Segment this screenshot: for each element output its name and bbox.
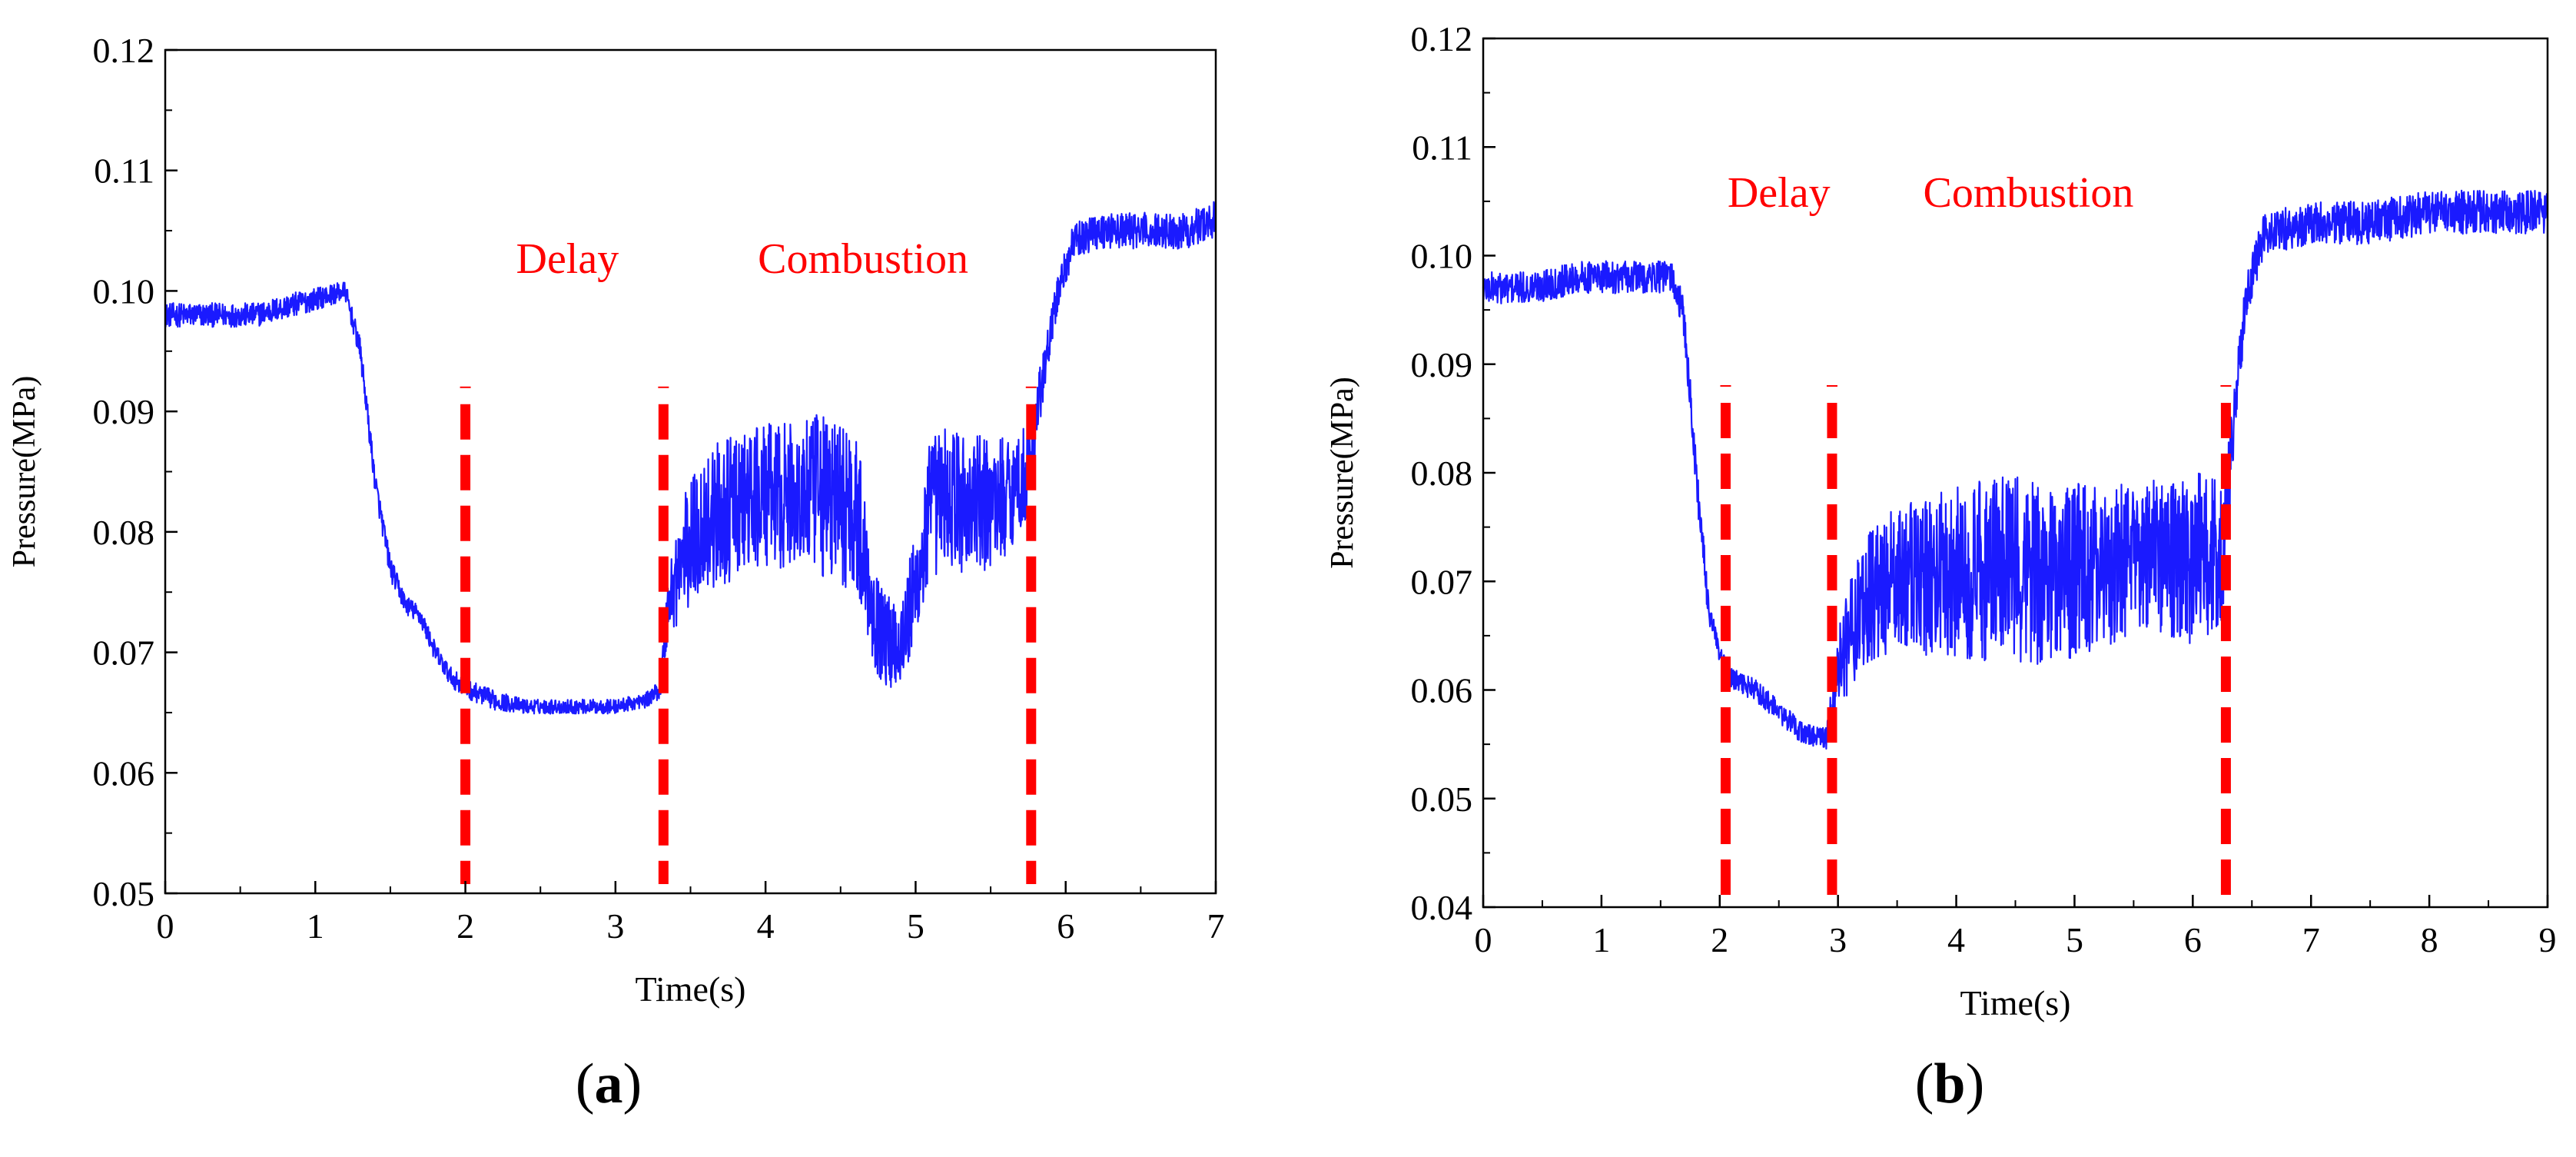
y-axis-label: Pressure(MPa) [7, 376, 42, 568]
y-tick-label: 0.04 [1411, 888, 1473, 927]
y-tick-label: 0.08 [1411, 454, 1473, 493]
pressure-trace [1482, 189, 2549, 750]
panel-label-a-open: ( [575, 1052, 595, 1115]
x-tick-label: 6 [1057, 906, 1074, 946]
x-tick-label: 4 [757, 906, 775, 946]
panel-label-a-close: ) [622, 1052, 642, 1115]
y-tick-label: 0.07 [93, 633, 155, 673]
x-tick-label: 1 [1592, 920, 1610, 959]
annotation-combustion: Combustion [758, 235, 968, 283]
y-tick-label: 0.09 [93, 392, 155, 431]
y-tick-label: 0.10 [1411, 237, 1473, 276]
x-axis-label: Time(s) [1960, 983, 2071, 1022]
x-tick-label: 5 [2066, 920, 2083, 959]
x-tick-label: 7 [1207, 906, 1225, 946]
x-tick-label: 2 [456, 906, 474, 946]
panel-label-b-close: ) [1965, 1052, 1985, 1115]
panel-label-b-letter: b [1934, 1052, 1966, 1115]
x-tick-label: 2 [1711, 920, 1728, 959]
y-tick-label: 0.08 [93, 513, 155, 552]
x-tick-label: 0 [157, 906, 174, 946]
x-tick-label: 8 [2421, 920, 2438, 959]
annotation-delay: Delay [1728, 169, 1831, 217]
panel-label-b-open: ( [1914, 1052, 1934, 1115]
x-tick-label: 0 [1475, 920, 1492, 959]
y-tick-label: 0.05 [93, 874, 155, 913]
y-tick-label: 0.07 [1411, 562, 1473, 601]
y-tick-label: 0.12 [1411, 19, 1473, 58]
x-tick-label: 3 [1829, 920, 1847, 959]
x-tick-label: 9 [2539, 920, 2557, 959]
y-tick-label: 0.06 [1411, 671, 1473, 710]
x-tick-label: 5 [907, 906, 925, 946]
plot-frame [164, 48, 1217, 895]
y-tick-label: 0.11 [1412, 128, 1472, 167]
annotation-delay: Delay [516, 235, 619, 283]
x-tick-label: 6 [2184, 920, 2202, 959]
x-tick-label: 7 [2302, 920, 2320, 959]
x-tick-label: 4 [1947, 920, 1965, 959]
y-tick-label: 0.12 [93, 31, 155, 70]
chart-b: Delay Combustion 0 1 2 3 4 5 6 7 8 9 0.04 0.05 0.06 0.0… [1325, 19, 2557, 1022]
y-tick-label: 0.06 [93, 753, 155, 793]
x-axis-label: Time(s) [636, 969, 746, 1009]
x-tick-label: 3 [606, 906, 624, 946]
y-tick-label: 0.10 [93, 271, 155, 311]
panel-label-a: (a) [532, 1052, 685, 1117]
y-tick-label: 0.09 [1411, 345, 1473, 384]
x-tick-label: 1 [307, 906, 324, 946]
pressure-trace [164, 201, 1217, 715]
y-tick-label: 0.05 [1411, 780, 1473, 819]
annotation-combustion: Combustion [1924, 169, 2134, 217]
y-axis-label: Pressure(MPa) [1325, 377, 1360, 569]
panel-label-a-letter: a [594, 1052, 623, 1115]
panel-label-b: (b) [1873, 1052, 2027, 1117]
y-tick-label: 0.11 [94, 151, 154, 191]
chart-a: Delay Combustion 0 1 2 3 4 5 6 7 0.05 0.06 0.07 0.08 0… [7, 31, 1225, 1009]
